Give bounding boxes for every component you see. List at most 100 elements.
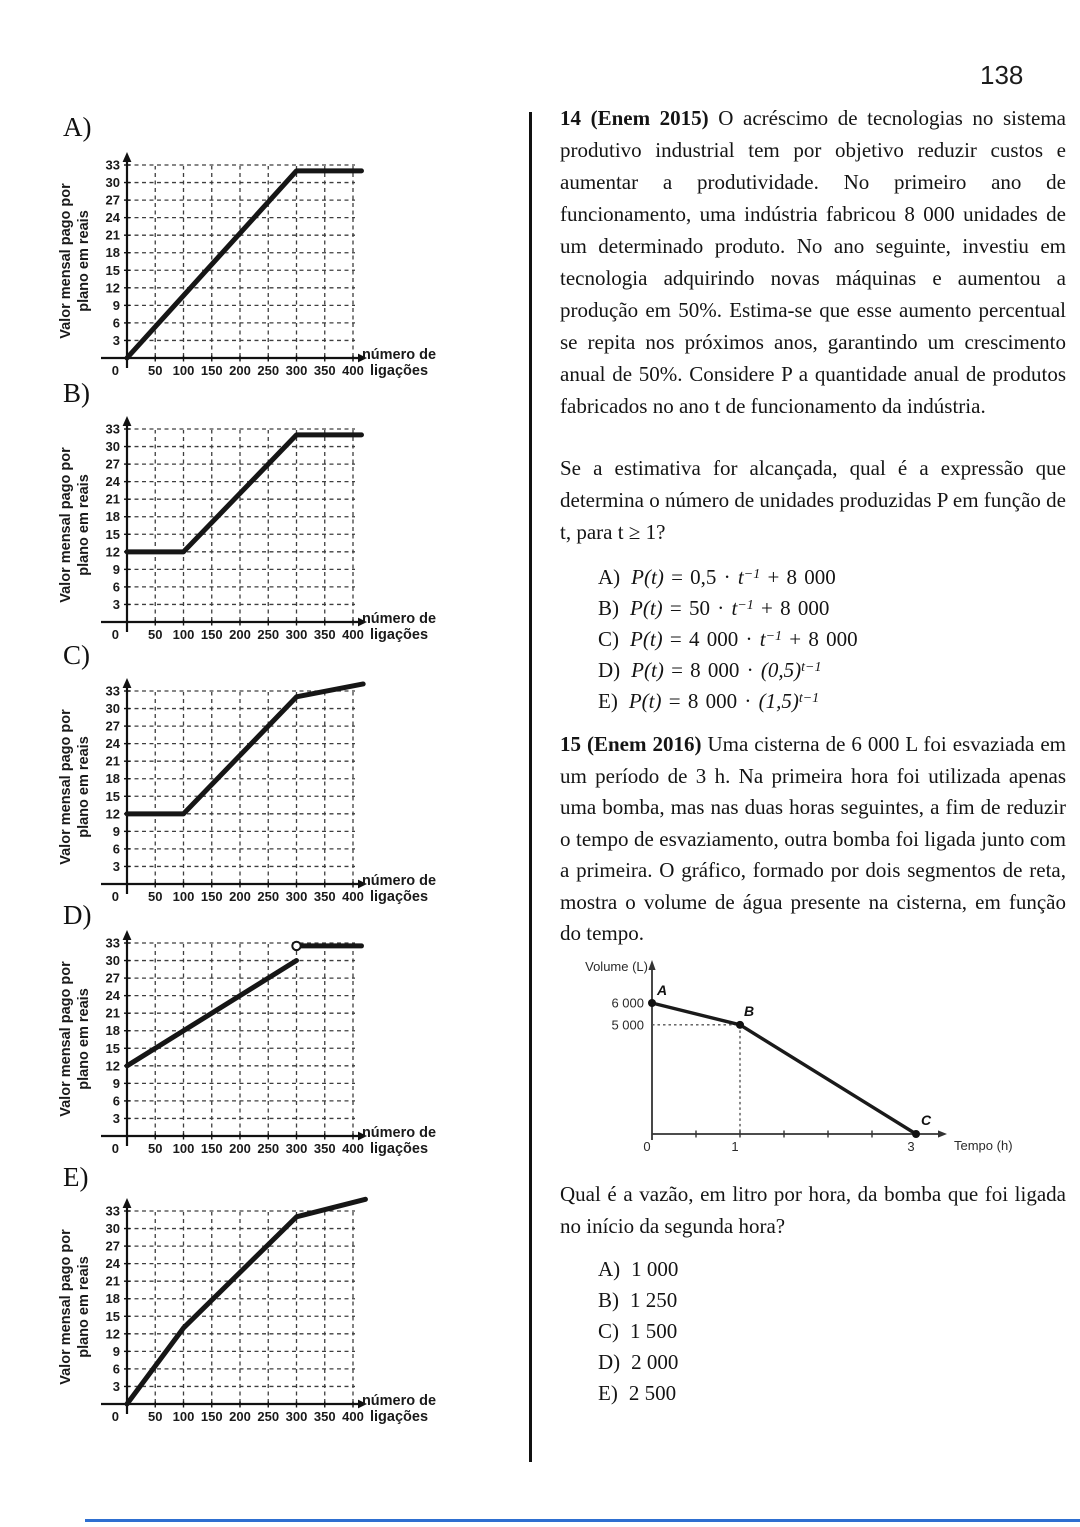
svg-text:3: 3	[907, 1139, 914, 1154]
svg-text:18: 18	[106, 771, 120, 786]
svg-text:250: 250	[257, 889, 279, 904]
svg-text:3: 3	[113, 859, 120, 874]
svg-text:plano em reais: plano em reais	[76, 1256, 92, 1358]
svg-text:24: 24	[106, 988, 121, 1003]
svg-text:ligações: ligações	[370, 627, 428, 643]
cistern-chart-wrap: 6 000 5 000 0 1 3 Volume (L) Tempo (h) A B C	[560, 950, 1066, 1162]
svg-text:C: C	[921, 1112, 932, 1128]
svg-text:6: 6	[113, 841, 120, 856]
svg-text:250: 250	[257, 1141, 279, 1156]
svg-text:200: 200	[229, 1141, 251, 1156]
svg-text:24: 24	[106, 1256, 121, 1271]
svg-text:6 000: 6 000	[611, 995, 644, 1010]
q14-option-a: A) P(t) = 0,5 · t−1 + 8 000	[598, 562, 1066, 593]
svg-text:Valor mensal pago por: Valor mensal pago por	[58, 447, 74, 603]
svg-text:50: 50	[148, 627, 162, 642]
question-14-statement: 14 (Enem 2015) O acréscimo de tecnologia…	[560, 102, 1066, 422]
svg-text:12: 12	[106, 1058, 120, 1073]
svg-text:400: 400	[342, 1141, 364, 1156]
svg-text:27: 27	[106, 1239, 120, 1254]
svg-text:200: 200	[229, 363, 251, 378]
svg-text:18: 18	[106, 1023, 120, 1038]
svg-text:0: 0	[643, 1139, 650, 1154]
svg-text:Tempo (h): Tempo (h)	[954, 1138, 1013, 1153]
q15-option-e: E) 2 500	[598, 1380, 677, 1405]
svg-text:50: 50	[148, 1141, 162, 1156]
svg-text:21: 21	[106, 1006, 120, 1021]
svg-text:3: 3	[113, 597, 120, 612]
svg-text:3: 3	[113, 333, 120, 348]
svg-text:18: 18	[106, 245, 120, 260]
svg-text:300: 300	[286, 627, 308, 642]
svg-text:0: 0	[112, 889, 119, 904]
svg-text:350: 350	[314, 363, 336, 378]
svg-text:300: 300	[286, 1409, 308, 1424]
svg-text:15: 15	[106, 527, 120, 542]
svg-text:15: 15	[106, 789, 120, 804]
option-b-letter: B)	[63, 378, 90, 408]
q15-option-d: D) 2 000	[598, 1349, 679, 1374]
right-column: 14 (Enem 2015) O acréscimo de tecnologia…	[560, 102, 1066, 1409]
svg-text:100: 100	[173, 1409, 195, 1424]
svg-text:50: 50	[148, 363, 162, 378]
svg-text:30: 30	[106, 701, 120, 716]
svg-text:ligações: ligações	[370, 363, 428, 379]
svg-text:150: 150	[201, 363, 223, 378]
svg-text:9: 9	[113, 824, 120, 839]
svg-text:plano em reais: plano em reais	[76, 210, 92, 312]
svg-text:ligações: ligações	[370, 889, 428, 905]
plan-chart-e: 3 6 9 12 15 18 21 24 27 30 33 50 100 150 200 250 300 350 4…	[58, 1196, 436, 1425]
q15-option-a: A) 1 000	[598, 1256, 679, 1281]
svg-text:9: 9	[113, 562, 120, 577]
svg-text:18: 18	[106, 509, 120, 524]
question-14-body: O acréscimo de tecnologias no sistema pr…	[560, 106, 1066, 418]
svg-text:12: 12	[106, 280, 120, 295]
question-15-heading: 15 (Enem 2016)	[560, 732, 702, 756]
svg-text:33: 33	[106, 684, 120, 699]
option-letter: A)	[598, 565, 621, 589]
svg-text:250: 250	[257, 1409, 279, 1424]
question-14-prompt: Se a estimativa for alcançada, qual é a …	[560, 456, 1066, 544]
option-formula: P(t) = 8 000 · (1,5)t−1	[628, 689, 820, 713]
svg-text:400: 400	[342, 627, 364, 642]
svg-text:30: 30	[106, 175, 120, 190]
svg-text:9: 9	[113, 1076, 120, 1091]
svg-text:0: 0	[112, 627, 119, 642]
question-14-options: A) P(t) = 0,5 · t−1 + 8 000 B) P(t) = 50 ·…	[560, 562, 1066, 717]
svg-text:0: 0	[112, 363, 119, 378]
svg-text:200: 200	[229, 627, 251, 642]
svg-text:350: 350	[314, 1141, 336, 1156]
svg-text:50: 50	[148, 889, 162, 904]
svg-text:6: 6	[113, 1361, 120, 1376]
option-formula: P(t) = 50 · t−1 + 8 000	[630, 596, 830, 620]
svg-text:5 000: 5 000	[611, 1017, 644, 1032]
svg-text:200: 200	[229, 1409, 251, 1424]
svg-text:Valor mensal pago por: Valor mensal pago por	[58, 183, 74, 339]
svg-text:150: 150	[201, 889, 223, 904]
svg-text:3: 3	[113, 1379, 120, 1394]
svg-text:ligações: ligações	[370, 1409, 428, 1425]
svg-text:21: 21	[106, 1274, 120, 1289]
plan-chart-a: 3 6 9 12 15 18 21 24 27 30 33 50 100 150 200 250 300 350 4…	[58, 152, 436, 379]
q15-option-c: C) 1 500	[598, 1318, 678, 1343]
svg-text:350: 350	[314, 1409, 336, 1424]
svg-text:Valor mensal pago por: Valor mensal pago por	[58, 1229, 74, 1385]
page-number: 138	[980, 60, 1024, 90]
svg-text:9: 9	[113, 298, 120, 313]
svg-text:B: B	[744, 1002, 754, 1018]
svg-text:0: 0	[112, 1141, 119, 1156]
svg-text:33: 33	[106, 1204, 120, 1219]
q14-option-d: D) P(t) = 8 000 · (0,5)t−1	[598, 655, 1066, 686]
svg-text:400: 400	[342, 889, 364, 904]
svg-text:350: 350	[314, 889, 336, 904]
svg-text:12: 12	[106, 806, 120, 821]
svg-text:100: 100	[173, 627, 195, 642]
option-letter: D)	[598, 658, 621, 682]
svg-text:6: 6	[113, 1093, 120, 1108]
option-a-letter: A)	[63, 112, 92, 142]
svg-text:6: 6	[113, 579, 120, 594]
svg-text:27: 27	[106, 719, 120, 734]
question-15-options: A) 1 000 B) 1 250 C) 1 500 D) 2 000 E) 2 500	[560, 1254, 1066, 1409]
svg-text:Valor mensal pago por: Valor mensal pago por	[58, 709, 74, 865]
